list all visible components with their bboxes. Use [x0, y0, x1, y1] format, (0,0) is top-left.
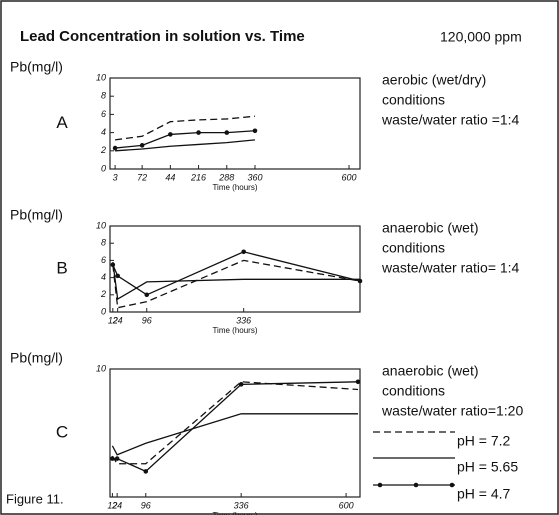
series-line: [115, 139, 256, 152]
x-tick-label: 600: [339, 500, 354, 510]
x-tick-label: 12: [107, 500, 117, 510]
series-marker: [115, 273, 120, 279]
x-tick-label: 216: [190, 172, 206, 182]
annotation: waste/water ratio= 1:4: [381, 260, 520, 276]
series-line: [112, 259, 361, 309]
plot-area: [109, 225, 361, 313]
y-tick-label: 10: [96, 220, 106, 230]
legend-label: pH = 4.7: [457, 486, 511, 502]
legend-label: pH = 7.2: [457, 433, 511, 449]
plot-area: [109, 368, 361, 498]
series-marker: [241, 249, 246, 255]
series-marker: [355, 379, 361, 385]
series-marker: [139, 143, 145, 148]
y-tick-label: 0: [101, 306, 106, 316]
panel-label: C: [56, 422, 68, 441]
x-tick-label: 24: [111, 500, 122, 510]
series-marker: [144, 292, 150, 298]
y-axis-label: Pb(mg/l): [10, 207, 63, 223]
y-axis-label: Pb(mg/l): [10, 59, 63, 75]
legend-marker: [449, 482, 455, 488]
y-tick-label: 2: [100, 289, 106, 299]
legend-label: pH = 5.65: [457, 459, 518, 475]
annotation: anaerobic (wet): [382, 363, 479, 379]
series-marker: [110, 456, 115, 461]
x-tick-label: 336: [236, 315, 251, 325]
series-line: [115, 130, 256, 149]
annotation: conditions: [382, 240, 445, 256]
subtitle: 120,000 ppm: [440, 29, 522, 45]
legend-marker: [413, 482, 419, 488]
series-marker: [196, 130, 201, 135]
y-tick-label: 8: [101, 91, 106, 101]
title: Lead Concentration in solution vs. Time: [20, 28, 305, 45]
x-tick-label: 96: [142, 315, 152, 325]
series-marker: [168, 132, 173, 137]
series-marker: [252, 128, 258, 134]
series-line: [111, 381, 359, 465]
x-axis-label: Time (hours): [212, 511, 257, 515]
series-marker: [143, 469, 149, 474]
annotation: aerobic (wet/dry): [382, 72, 486, 88]
y-tick-label: 10: [96, 72, 106, 82]
x-axis-label: Time (hours): [212, 326, 257, 335]
y-tick-label: 8: [101, 238, 106, 248]
x-tick-label: 600: [342, 172, 357, 182]
series-marker: [224, 130, 230, 135]
x-tick-label: 72: [137, 172, 147, 182]
y-axis-label: Pb(mg/l): [10, 350, 63, 366]
x-tick-label: 336: [234, 500, 249, 510]
annotation: conditions: [382, 383, 445, 399]
y-tick-label: 6: [101, 255, 106, 265]
series-line: [111, 413, 359, 456]
y-tick-label: 2: [100, 145, 106, 155]
y-tick-label: 6: [101, 109, 106, 119]
figure-label: Figure 11.: [6, 491, 64, 506]
series-line: [115, 115, 256, 141]
x-tick-label: 12: [108, 315, 118, 325]
x-axis-label: Time (hours): [212, 183, 257, 192]
series-marker: [357, 278, 363, 284]
series-line: [112, 262, 360, 301]
annotation: anaerobic (wet): [382, 220, 479, 236]
series-marker: [112, 145, 118, 151]
series-marker: [238, 382, 244, 387]
y-tick-label: 10: [96, 363, 106, 373]
series-marker: [114, 456, 120, 461]
annotation: waste/water ratio=1:20: [381, 403, 523, 419]
y-tick-label: 4: [101, 272, 106, 282]
panel-label: A: [56, 113, 68, 132]
x-tick-label: 44: [165, 172, 175, 182]
legend-marker: [377, 482, 383, 488]
x-tick-label: 24: [112, 315, 123, 325]
x-tick-label: 3: [113, 172, 118, 182]
x-tick-label: 288: [218, 172, 234, 182]
x-tick-label: 96: [141, 500, 151, 510]
annotation: waste/water ratio =1:4: [381, 112, 520, 128]
y-tick-label: 4: [101, 127, 106, 137]
y-tick-label: 0: [101, 163, 106, 173]
x-tick-label: 360: [247, 172, 262, 182]
plot-area: [109, 77, 361, 170]
annotation: conditions: [382, 92, 445, 108]
series-marker: [110, 262, 116, 268]
panel-label: B: [56, 258, 67, 277]
